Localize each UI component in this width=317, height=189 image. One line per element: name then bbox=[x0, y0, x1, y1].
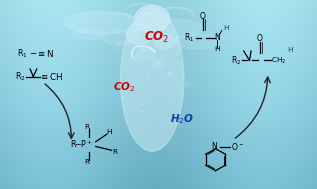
Ellipse shape bbox=[155, 34, 175, 50]
Text: O: O bbox=[257, 34, 263, 43]
Text: N: N bbox=[211, 142, 217, 151]
Text: N: N bbox=[215, 33, 220, 42]
Text: R$_1$: R$_1$ bbox=[17, 48, 28, 60]
Text: H: H bbox=[223, 25, 228, 31]
Ellipse shape bbox=[137, 46, 155, 60]
Text: ─$\equiv$N: ─$\equiv$N bbox=[30, 48, 54, 59]
Text: R: R bbox=[112, 149, 117, 155]
Text: $\equiv$CH: $\equiv$CH bbox=[39, 71, 63, 82]
Ellipse shape bbox=[139, 103, 146, 109]
Ellipse shape bbox=[165, 71, 177, 80]
Ellipse shape bbox=[183, 82, 191, 88]
Text: O$^-$: O$^-$ bbox=[231, 141, 244, 152]
Text: R$_1$: R$_1$ bbox=[184, 32, 194, 44]
Text: H: H bbox=[107, 129, 112, 135]
Ellipse shape bbox=[73, 28, 105, 40]
Ellipse shape bbox=[120, 8, 184, 151]
Ellipse shape bbox=[115, 41, 126, 50]
Ellipse shape bbox=[63, 11, 139, 34]
Ellipse shape bbox=[131, 56, 142, 65]
Ellipse shape bbox=[135, 5, 170, 33]
Ellipse shape bbox=[174, 34, 219, 49]
Ellipse shape bbox=[146, 19, 203, 38]
Text: R─P$^+$: R─P$^+$ bbox=[70, 139, 92, 150]
Ellipse shape bbox=[144, 76, 154, 83]
Text: R$_2$: R$_2$ bbox=[15, 70, 26, 83]
Ellipse shape bbox=[165, 130, 171, 135]
Ellipse shape bbox=[126, 24, 153, 44]
Ellipse shape bbox=[152, 118, 159, 124]
Text: CO$_2$: CO$_2$ bbox=[144, 30, 169, 45]
Text: H: H bbox=[215, 46, 220, 52]
Text: CH$_2$: CH$_2$ bbox=[271, 55, 287, 66]
Ellipse shape bbox=[157, 91, 166, 98]
Ellipse shape bbox=[173, 53, 182, 60]
Ellipse shape bbox=[123, 69, 130, 75]
Ellipse shape bbox=[129, 88, 137, 94]
Text: H: H bbox=[287, 47, 292, 53]
Text: O: O bbox=[200, 12, 206, 21]
Ellipse shape bbox=[101, 30, 139, 45]
Ellipse shape bbox=[152, 59, 165, 70]
Text: CO$_2$: CO$_2$ bbox=[113, 80, 135, 94]
Text: R$_2$: R$_2$ bbox=[231, 54, 242, 67]
Text: R: R bbox=[85, 159, 90, 165]
Text: H$_2$O: H$_2$O bbox=[170, 112, 194, 126]
Text: R: R bbox=[85, 124, 90, 130]
